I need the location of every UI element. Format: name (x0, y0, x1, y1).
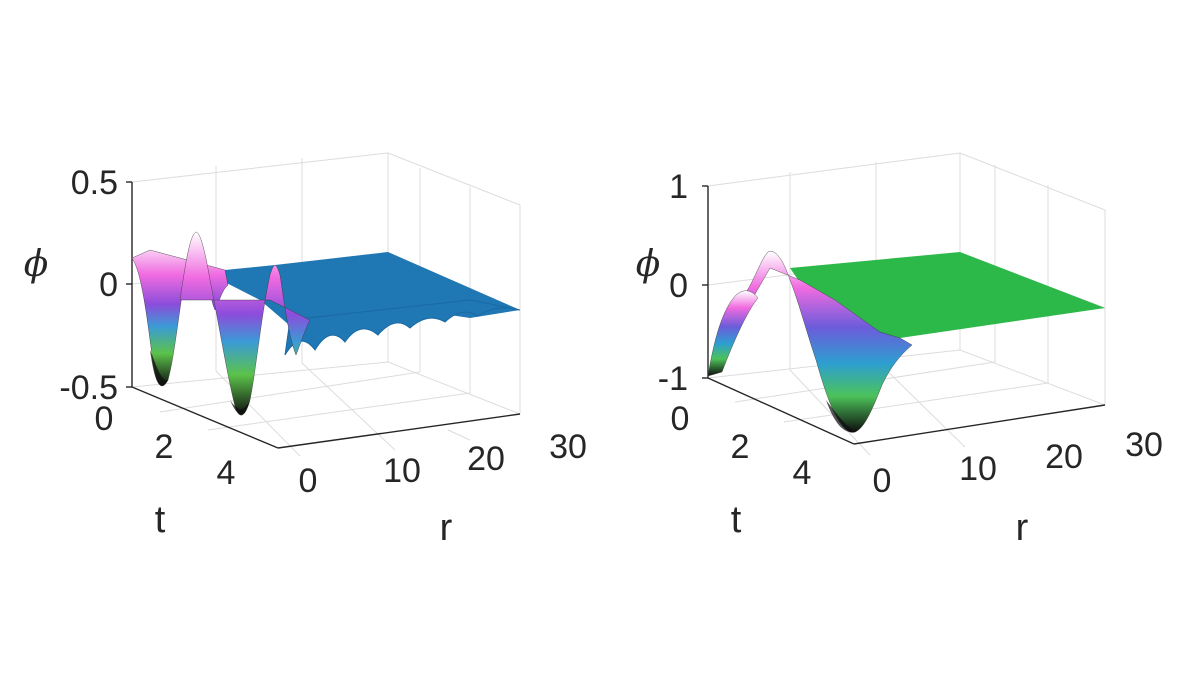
left-surface (131, 231, 521, 416)
right-r-tick-10: 10 (959, 450, 997, 488)
right-trough-edge (826, 400, 856, 433)
right-flat-plane (790, 252, 1105, 338)
right-r-label: r (1016, 507, 1029, 549)
right-t-tick-4: 4 (793, 454, 812, 492)
left-t-tick-0: 0 (95, 400, 114, 438)
right-z-tick-top: 1 (669, 168, 688, 206)
right-z-label: ϕ (636, 244, 661, 285)
right-t-tick-0: 0 (671, 400, 690, 438)
left-r-tick-10: 10 (383, 452, 421, 490)
right-surface (707, 251, 1105, 433)
right-r-tick-30: 30 (1125, 426, 1163, 464)
left-z-label: ϕ (24, 244, 49, 285)
left-t-label: t (155, 499, 166, 541)
left-peak-1 (131, 237, 229, 387)
right-plot: 1 0 -1 0 2 4 0 10 20 30 ϕ t r (636, 152, 1163, 549)
right-z-tick-mid: 0 (669, 267, 688, 305)
left-t-tick-4: 4 (217, 454, 236, 492)
left-z-tick-mid: 0 (99, 266, 118, 304)
right-left-ridge (707, 290, 759, 377)
right-t-tick-2: 2 (731, 428, 750, 466)
left-z-tick-bot: -0.5 (59, 369, 118, 407)
left-r-label: r (440, 507, 453, 549)
left-r-tick-0: 0 (299, 462, 318, 500)
left-r-tick-30: 30 (549, 428, 587, 466)
right-r-tick-0: 0 (873, 462, 892, 500)
left-peak-2 (179, 231, 311, 416)
left-axes (126, 181, 521, 449)
left-wave-edge (284, 299, 521, 356)
left-plot: 0.5 0 -0.5 0 2 4 0 10 20 30 ϕ t r (24, 152, 587, 549)
left-t-tick-2: 2 (155, 428, 174, 466)
right-axes (702, 185, 1106, 445)
left-z-tick-top: 0.5 (71, 164, 118, 202)
right-z-tick-bot: -1 (658, 360, 688, 398)
left-r-tick-20: 20 (467, 440, 505, 478)
right-t-label: t (731, 499, 742, 541)
right-r-tick-20: 20 (1045, 438, 1083, 476)
